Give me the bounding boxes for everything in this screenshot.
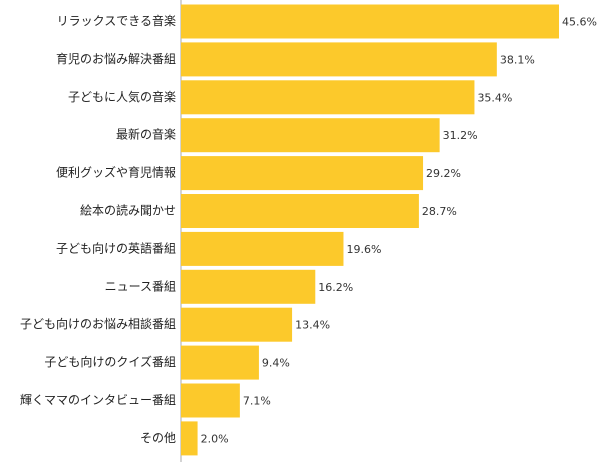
bar <box>181 118 440 153</box>
bar <box>181 156 424 191</box>
category-label: 子ども向けのお悩み相談番組 <box>20 316 176 331</box>
bar <box>181 4 559 39</box>
bar <box>181 345 259 380</box>
category-label: 便利グッズや育児情報 <box>56 165 176 180</box>
category-label: 子ども向けのクイズ番組 <box>44 354 176 369</box>
category-label: リラックスできる音楽 <box>57 13 176 28</box>
bar <box>181 231 344 266</box>
value-label: 7.1% <box>243 395 271 408</box>
value-label: 29.2% <box>426 167 461 180</box>
bar <box>181 194 419 228</box>
value-label: 16.2% <box>318 281 353 294</box>
value-label: 19.6% <box>346 243 381 256</box>
bar <box>181 307 293 342</box>
bar <box>181 42 497 77</box>
bar <box>181 421 198 456</box>
category-label: 子どもに人気の音楽 <box>68 89 176 104</box>
value-label: 45.6% <box>562 16 597 29</box>
category-label: ニュース番組 <box>105 279 176 293</box>
category-label: 育児のお悩み解決番組 <box>56 51 176 66</box>
value-label: 2.0% <box>201 432 229 445</box>
category-label: 輝くママのインタビュー番組 <box>20 393 176 407</box>
value-label: 9.4% <box>262 357 290 370</box>
bar <box>181 80 475 115</box>
value-label: 31.2% <box>443 129 478 142</box>
category-label: その他 <box>140 431 176 445</box>
bar <box>181 383 240 418</box>
category-label: 絵本の読み聞かせ <box>80 203 176 218</box>
value-label: 28.7% <box>422 205 457 218</box>
category-label: 最新の音楽 <box>116 127 176 142</box>
value-label: 38.1% <box>500 53 535 66</box>
bar <box>181 269 316 304</box>
value-label: 13.4% <box>295 319 330 332</box>
category-label: 子ども向けの英語番組 <box>56 240 176 255</box>
value-label: 35.4% <box>477 91 512 104</box>
